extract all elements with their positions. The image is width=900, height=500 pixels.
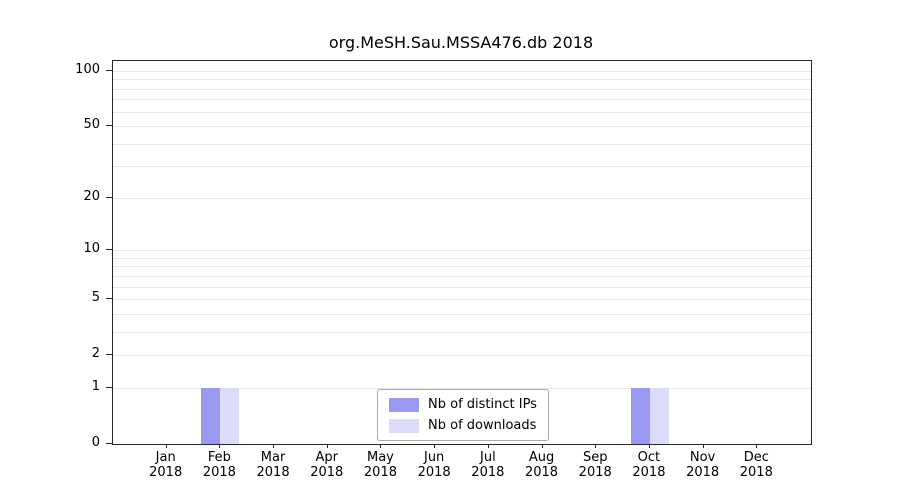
legend-label-distinct-ips: Nb of distinct IPs — [428, 397, 537, 412]
x-tick-year: 2018 — [256, 465, 290, 480]
x-tick-year: 2018 — [578, 465, 612, 480]
x-tick-label: Jan 2018 — [136, 450, 196, 480]
x-tick-label: May 2018 — [350, 450, 410, 480]
gridline — [113, 286, 811, 288]
legend: Nb of distinct IPs Nb of downloads — [377, 389, 549, 441]
x-tick-year: 2018 — [417, 465, 451, 480]
bar-downloads — [649, 387, 669, 444]
bar-downloads — [220, 387, 240, 444]
gridline — [113, 79, 811, 81]
x-tick-label: Feb 2018 — [189, 450, 249, 480]
bar-distinct-ips — [630, 387, 650, 444]
y-tick-label: 0 — [91, 435, 100, 450]
gridline — [113, 275, 811, 277]
gridline — [113, 143, 811, 145]
gridline — [113, 266, 811, 268]
y-tick-label: 20 — [83, 188, 100, 204]
downloads-swatch-icon — [389, 418, 419, 433]
gridline — [113, 250, 811, 252]
x-tick-year: 2018 — [310, 465, 344, 480]
x-tick-label: Jun 2018 — [404, 450, 464, 480]
y-tick-label: 50 — [83, 117, 100, 133]
x-tick-month: Apr — [315, 450, 339, 465]
x-tick-year: 2018 — [202, 465, 236, 480]
x-tick-month: Jul — [480, 450, 496, 465]
gridline — [113, 257, 811, 259]
gridline — [113, 166, 811, 168]
x-tick-label: Nov 2018 — [673, 450, 733, 480]
x-tick-label: Sep 2018 — [565, 450, 625, 480]
gridline — [113, 331, 811, 333]
x-tick-year: 2018 — [524, 465, 559, 480]
legend-label-downloads: Nb of downloads — [428, 418, 537, 433]
x-tick-month: Jun — [423, 450, 445, 465]
distinct-ips-swatch-icon — [389, 397, 419, 412]
x-tick-label: Dec 2018 — [726, 450, 786, 480]
gridline — [113, 71, 811, 72]
x-tick-month: Dec — [743, 450, 769, 465]
x-tick-label: Jul 2018 — [458, 450, 518, 480]
y-tick-label: 10 — [83, 241, 100, 257]
x-tick-year: 2018 — [149, 465, 183, 480]
legend-item-downloads: Nb of downloads — [389, 418, 537, 433]
y-tick-label: 2 — [91, 346, 100, 362]
x-tick-year: 2018 — [739, 465, 773, 480]
x-tick-year: 2018 — [471, 465, 505, 480]
x-tick-month: Mar — [260, 450, 286, 465]
x-tick-year: 2018 — [686, 465, 720, 480]
x-tick-month: Aug — [528, 450, 555, 465]
x-tick-label: Oct 2018 — [619, 450, 679, 480]
gridline — [113, 387, 811, 389]
x-tick-month: Oct — [637, 450, 661, 465]
gridline — [113, 99, 811, 101]
bar-distinct-ips — [201, 387, 221, 444]
plot-area — [112, 60, 812, 445]
y-tick-label: 100 — [75, 62, 100, 77]
gridline — [113, 355, 811, 357]
x-tick-month: May — [367, 450, 394, 465]
x-tick-year: 2018 — [363, 465, 397, 480]
x-tick-month: Jan — [155, 450, 176, 465]
gridline — [113, 126, 811, 128]
gridline — [113, 313, 811, 315]
y-tick-label: 5 — [91, 290, 100, 306]
x-tick-label: Aug 2018 — [512, 450, 572, 480]
gridline — [113, 88, 811, 90]
gridline — [113, 299, 811, 301]
y-tick-label: 1 — [91, 378, 100, 394]
x-tick-year: 2018 — [632, 465, 666, 480]
x-tick-label: Apr 2018 — [297, 450, 357, 480]
chart-title: org.MeSH.Sau.MSSA476.db 2018 — [328, 33, 594, 52]
x-tick-month: Sep — [582, 450, 608, 465]
gridline — [113, 111, 811, 113]
x-tick-month: Nov — [689, 450, 716, 465]
gridline — [113, 197, 811, 199]
x-tick-month: Feb — [207, 450, 231, 465]
x-tick-label: Mar 2018 — [243, 450, 303, 480]
legend-item-distinct-ips: Nb of distinct IPs — [389, 397, 537, 412]
